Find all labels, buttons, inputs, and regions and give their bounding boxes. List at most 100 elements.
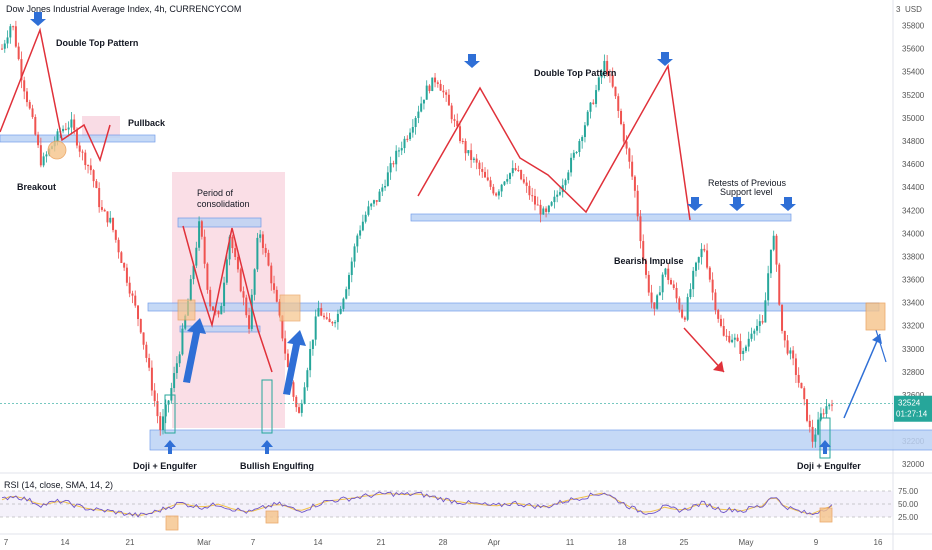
candle-body [195,247,198,266]
candle-body [12,26,15,28]
candle-body [792,350,795,359]
candle-body [109,217,112,223]
bullish-arrow-mid [283,330,306,395]
candle-body [706,250,709,268]
candle-body [253,269,256,295]
candle-body [736,337,739,342]
x-tick-label: 25 [680,538,689,547]
candle-body [334,322,337,324]
candle-body [117,239,120,253]
candle-body [708,267,711,280]
candle-body [667,268,670,280]
candle-body [56,131,59,142]
x-tick-label: 21 [377,538,386,547]
candle-body [478,162,481,169]
candle-body [14,26,17,47]
usd-label: USD [905,5,922,14]
candle-body [606,60,609,75]
annotation-retests-line2: Support level [720,187,773,197]
candle-body [37,134,40,146]
candle-body [281,315,284,339]
candle-body [145,344,148,358]
candle-body [298,407,301,413]
breakout-circle [47,140,67,160]
candle-body [403,138,406,149]
top-arrow-icon [657,52,673,66]
x-tick-label: 9 [814,538,819,547]
candle-body [278,301,281,316]
retest-arrow-icon [729,197,745,211]
candle-body [725,335,728,337]
candle-body [583,125,586,138]
candle-body [184,315,187,329]
candle-body [409,132,412,140]
candle-body [464,141,467,154]
candle-body [89,165,92,171]
candle-body [78,145,81,152]
candle-body [722,326,725,336]
candle-body [664,268,667,275]
scale-button: 3 [896,5,901,14]
candle-body [192,265,195,280]
candle-body [767,273,770,301]
y-tick-label: 33400 [902,299,925,308]
rsi-marker [819,507,833,523]
candle-body [694,262,697,271]
candle-body [669,279,672,285]
candle-body [417,111,420,118]
candle-body [739,341,742,354]
candle-body [248,315,251,329]
candle-body [267,252,270,266]
candle-body [631,161,634,177]
candle-body [259,234,262,238]
candle-body [822,413,825,415]
candle-body [62,128,65,132]
rsi-marker [265,510,279,524]
y-tick-label: 33600 [902,276,925,285]
candle-body [114,230,117,240]
candle-body [45,154,48,157]
candle-body [328,318,331,323]
candle-body [528,185,531,196]
candle-body [434,77,437,83]
candle-body [492,186,495,194]
candle-body [411,127,414,133]
candle-body [175,363,178,374]
candle-body [164,404,167,417]
candle-body [825,406,828,414]
candle-body [92,170,95,182]
candle-body [508,173,511,180]
top-arrow-icon [30,12,46,26]
candle-body [756,325,759,331]
y-tick-label: 34000 [902,229,925,238]
candle-body [84,152,87,166]
candle-body [236,256,239,270]
candle-body [545,208,548,212]
candle-body [484,171,487,178]
candle-body [162,416,165,431]
candle-body [325,317,328,319]
candle-body [614,86,617,97]
annotation-double-top-left: Double Top Pattern [56,38,138,48]
rsi-ma-line [1,492,833,516]
candle-body [31,108,34,118]
candle-body [445,92,448,95]
candle-body [167,400,170,405]
candle-body [639,216,642,242]
bearish-arrow-head [713,361,724,372]
candle-body [367,206,370,215]
support-zone [149,429,932,451]
candle-body [420,103,423,112]
candle-body [581,137,584,142]
candle-body [550,202,553,206]
rsi-tick-label: 25.00 [898,513,919,522]
candle-body [356,235,359,247]
candle-body [589,102,592,112]
candle-body [747,338,750,347]
candle-body [64,128,67,130]
bottom-arrow-icon [164,440,176,454]
candle-body [245,297,248,316]
candle-body [39,145,42,166]
candle-body [564,180,567,186]
